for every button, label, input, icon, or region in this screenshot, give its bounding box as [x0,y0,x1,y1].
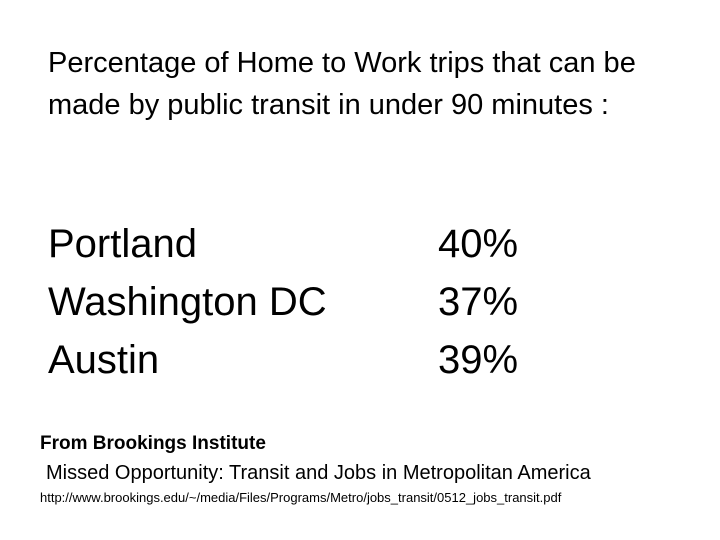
city-name: Austin [48,338,160,382]
city-row: Washington DC 37% [48,273,568,331]
source-report-title: Missed Opportunity: Transit and Jobs in … [46,462,591,484]
city-percentage: 40% [438,222,519,266]
city-row: Austin 39% [48,331,568,389]
city-name: Portland [48,222,197,266]
city-row: Portland 40% [48,215,568,273]
city-percentage: 39% [438,338,519,382]
source-url: http://www.brookings.edu/~/media/Files/P… [40,490,562,505]
source-title: From Brookings Institute [40,433,266,454]
city-percentage: 37% [438,280,519,324]
slide-heading: Percentage of Home to Work trips that ca… [48,47,636,121]
city-name: Washington DC [48,280,327,324]
city-percentage-table: Portland 40% Washington DC 37% Austin 39… [48,215,568,389]
